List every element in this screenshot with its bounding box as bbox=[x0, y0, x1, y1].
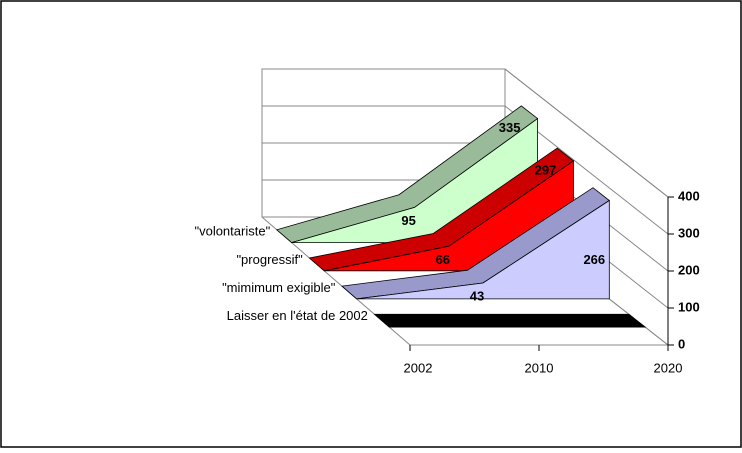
series-label: "volontariste" bbox=[194, 224, 270, 239]
series-label: "progressif" bbox=[236, 252, 303, 267]
z-tick-label: 300 bbox=[678, 225, 700, 240]
x-tick-label: 2010 bbox=[525, 360, 554, 375]
value-label: 43 bbox=[470, 288, 484, 303]
x-tick-label: 2002 bbox=[404, 360, 433, 375]
value-label: 95 bbox=[401, 213, 415, 228]
z-tick-label: 0 bbox=[678, 336, 685, 351]
grid-line bbox=[262, 68, 669, 198]
ribbon-top bbox=[373, 313, 647, 328]
grid-line bbox=[262, 105, 669, 235]
z-tick-label: 400 bbox=[678, 188, 700, 203]
z-tick-label: 100 bbox=[678, 299, 700, 314]
value-label: 266 bbox=[583, 252, 605, 267]
z-tick-label: 200 bbox=[678, 262, 700, 277]
value-label: 297 bbox=[535, 162, 557, 177]
value-label: 66 bbox=[436, 252, 450, 267]
value-label: 335 bbox=[499, 120, 521, 135]
series-label: "mimimum exigible" bbox=[222, 280, 336, 295]
x-tick-label: 2020 bbox=[654, 360, 683, 375]
series-label: Laisser en l'état de 2002 bbox=[227, 308, 368, 323]
ribbon-face bbox=[356, 199, 610, 300]
